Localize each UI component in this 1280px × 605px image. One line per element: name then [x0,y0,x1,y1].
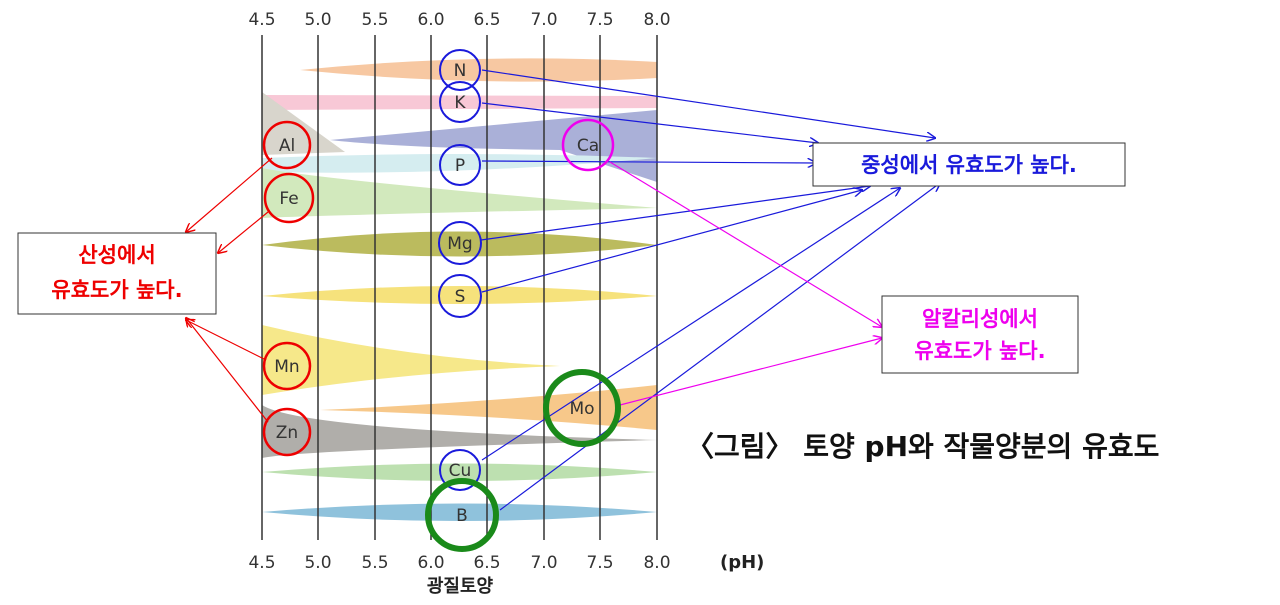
soil-label: 광질토양 [427,576,494,597]
nutrient-circle [439,81,481,123]
neutral-note: 중성에서 유효도가 높다. [861,153,1077,177]
nutrient-label: S [455,287,466,307]
top-tick-label: 7.5 [586,10,613,30]
nutrient-circle [439,144,481,186]
nutrient-label: K [454,93,466,113]
bottom-tick-label: 7.5 [586,553,613,573]
nutrient-circle [543,369,621,447]
top-tick-label: 6.0 [417,10,444,30]
bottom-tick-label: 4.5 [248,553,275,573]
figure-caption: 〈그림〉 토양 pH와 작물양분의 유효도 [686,430,1159,463]
nutrient-circle [438,274,482,318]
nutrient-circle [425,478,499,552]
nutrient-circle [263,172,315,224]
nutrient-circle [262,407,312,457]
nutrient-label: B [456,506,468,526]
nutrient-label: Cu [449,461,472,481]
nutrient-label: Mo [569,399,594,419]
nutrient-circle [438,221,482,265]
alkaline-box [881,295,1079,374]
acidic-box [17,232,217,315]
bottom-tick-label: 5.5 [361,553,388,573]
bands [262,58,657,521]
top-tick-label: 5.0 [304,10,331,30]
neutral-box [812,142,1126,187]
bottom-tick-label: 5.0 [304,553,331,573]
nutrient-label: Fe [279,189,298,209]
nutrient-circle [439,449,481,491]
nutrient-label: N [454,61,467,81]
nutrient-label: Al [279,136,295,156]
bottom-tick-label: 8.0 [643,553,670,573]
nutrient-label: Mg [447,234,472,254]
nutrient-circle [262,341,312,391]
alkaline-note: 유효도가 높다. [914,339,1045,363]
top-tick-label: 7.0 [530,10,557,30]
acidic-note: 유효도가 높다. [51,278,182,302]
top-tick-label: 8.0 [643,10,670,30]
nutrient-label: Mn [274,357,299,377]
unit: (pH) [720,552,764,573]
ticks: 4.5 5.0 5.5 6.0 6.5 7.0 7.5 8.0 4.5 5.0 5.5 6.0 6.5 7… [248,10,670,573]
nutrient-label: Ca [577,136,599,156]
nutrient-label: P [455,156,465,176]
top-tick-label: 6.5 [473,10,500,30]
nutrient-circle [561,118,615,172]
acidic-note: 산성에서 [78,243,155,267]
bottom-tick-label: 6.5 [473,553,500,573]
bottom-tick-label: 6.0 [417,553,444,573]
top-tick-label: 5.5 [361,10,388,30]
bottom-tick-label: 7.0 [530,553,557,573]
alkaline-note: 알칼리성에서 [922,307,1038,331]
arrows [186,69,940,511]
nutrient-circle [262,120,312,170]
nutrient-label: Zn [276,423,298,443]
nutrient-circle [439,49,481,91]
grid [261,35,658,540]
top-tick-label: 4.5 [248,10,275,30]
nutrients: NK Al Ca P Fe Mg S Mn Mo Zn Cu B [262,49,621,552]
